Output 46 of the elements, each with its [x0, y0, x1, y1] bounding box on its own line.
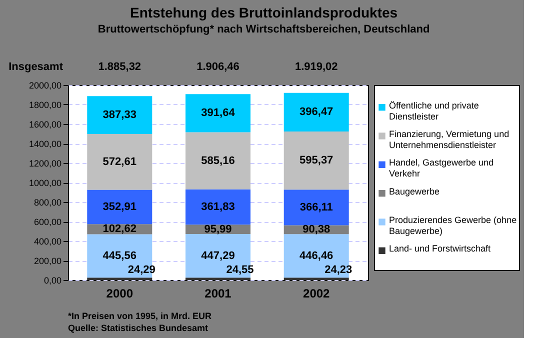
y-tick-label: 1200,00	[28, 158, 62, 168]
legend-label: Handel, Gastgewerbe und Verkehr	[389, 158, 494, 179]
text: Insgesamt	[8, 61, 64, 73]
data-label: 24,29	[128, 264, 156, 276]
data-label: 446,46	[300, 250, 334, 262]
y-tick-label: 0,00	[44, 276, 62, 286]
y-tick-label: 1400,00	[28, 139, 62, 149]
data-label: 24,23	[324, 264, 352, 276]
text: *In Preisen von 1995, in Mrd. EUR	[68, 311, 212, 321]
total-label: 1.906,46	[196, 61, 240, 73]
data-label: 90,38	[302, 224, 330, 236]
data-label: 391,64	[201, 107, 236, 120]
source-note: Quelle: Statistisches Bundesamt	[68, 323, 208, 333]
y-tick-label: 1800,00	[28, 100, 62, 110]
data-label: 396,47	[300, 106, 334, 118]
data-label: 595,37	[300, 154, 334, 167]
data-label: 24,55	[226, 264, 254, 276]
data-label: 585,16	[201, 154, 235, 167]
x-tick-label: 2001	[204, 286, 232, 300]
y-tick-label: 1000,00	[28, 178, 62, 188]
y-tick-label: 1600,00	[28, 120, 62, 130]
data-label: 447,29	[201, 250, 235, 262]
data-label: 361,83	[201, 200, 235, 213]
chart-title: Entstehung des Bruttoinlandsproduktes	[130, 4, 398, 20]
y-tick-label: 2000,00	[28, 80, 62, 90]
total-label: 1.919,02	[294, 61, 338, 73]
legend-label: Öffentliche und private Dienstleister	[389, 100, 479, 122]
y-tick-label: 600,00	[34, 217, 62, 227]
chart-subtitle: Bruttowertschöpfung* nach Wirtschaftsbereichen, Deutschland	[98, 24, 430, 36]
data-label: 95,99	[204, 223, 232, 236]
data-label: 352,91	[102, 200, 136, 213]
data-label: 102,62	[102, 223, 136, 236]
legend-label: Finanzierung, Vermietung und Unternehmensdienstleister	[389, 129, 510, 150]
legend-label: Produzierendes Gewerbe (ohne Baugewerbe)	[389, 215, 517, 236]
data-label: 366,11	[300, 201, 333, 214]
legend-label: Baugewerbe	[389, 186, 440, 196]
x-tick-label: 2002	[303, 286, 330, 300]
legend-label: Land- und Forstwirtschaft	[389, 244, 492, 254]
data-label: 445,56	[102, 250, 136, 262]
x-tick-label: 2000	[106, 286, 134, 300]
y-tick-label: 200,00	[34, 256, 62, 266]
y-tick-label: 400,00	[34, 236, 62, 246]
data-label: 572,61	[102, 156, 136, 168]
y-tick-label: 800,00	[34, 198, 62, 208]
data-label: 387,33	[102, 109, 136, 122]
total-label: 1.885,32	[98, 61, 142, 73]
